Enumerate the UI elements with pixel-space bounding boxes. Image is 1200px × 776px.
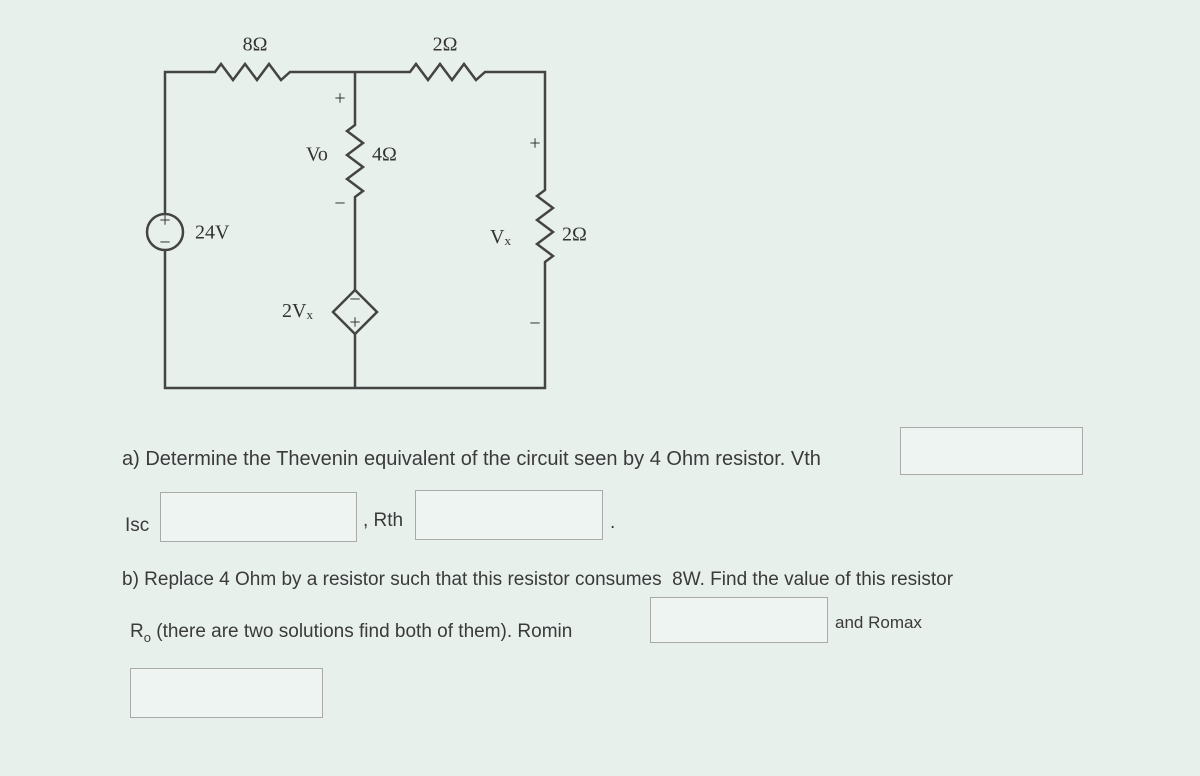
voltage-label: Vo (306, 144, 328, 166)
romin-input[interactable] (650, 597, 828, 643)
polarity: + (334, 88, 345, 110)
resistor-label: 8Ω (243, 34, 268, 56)
polarity: − (159, 232, 170, 254)
voltage-source (145, 212, 185, 252)
polarity: − (349, 289, 360, 311)
source-label-main: 2V (282, 300, 307, 322)
rth-label: , Rth (363, 510, 404, 531)
resistor-label: 2Ω (562, 224, 587, 246)
voltage-label-main: V (490, 226, 505, 248)
source-label: 2Vx (282, 300, 313, 322)
polarity: + (159, 210, 170, 232)
rth-input[interactable] (415, 490, 603, 540)
resistor-label: 2Ω (433, 34, 458, 56)
question-b-line2: Ro (there are two solutions find both of… (130, 621, 572, 645)
question-a: a) Determine the Thevenin equivalent of … (122, 448, 821, 470)
polarity: − (529, 313, 540, 335)
wire (344, 72, 366, 388)
romax-label: and Romax (835, 613, 922, 632)
voltage-label: Vx (490, 226, 511, 248)
romax-input[interactable] (130, 668, 323, 718)
question-b: b) Replace 4 Ohm by a resistor such that… (122, 569, 954, 590)
r-symbol: R (130, 621, 144, 642)
polarity: + (529, 133, 540, 155)
wire (163, 61, 556, 390)
source-label-sub: x (306, 307, 313, 322)
polarity: − (334, 193, 345, 215)
dependent-source (331, 288, 379, 336)
question-b-text: (there are two solutions find both of th… (150, 621, 573, 642)
r-subscript: o (143, 629, 151, 645)
isc-label: Isc (125, 515, 150, 536)
resistor-label: 4Ω (372, 144, 397, 166)
source-label: 24V (195, 222, 230, 244)
polarity: + (349, 312, 360, 334)
vth-input[interactable] (900, 427, 1083, 475)
period: . (610, 512, 616, 533)
isc-input[interactable] (160, 492, 357, 542)
voltage-label-sub: x (504, 233, 511, 248)
